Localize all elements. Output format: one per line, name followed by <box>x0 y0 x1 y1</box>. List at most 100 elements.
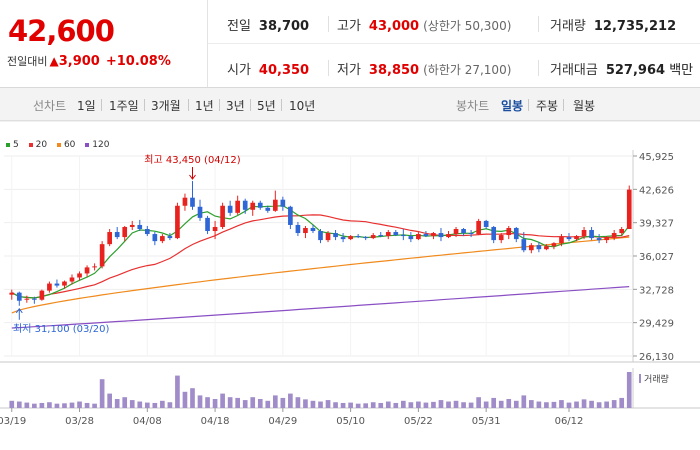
volume-bar <box>566 402 572 408</box>
x-tick-label: 04/18 <box>201 416 230 427</box>
x-tick-label: 04/29 <box>268 416 297 427</box>
volume-bar <box>408 402 414 408</box>
volume-bar <box>250 397 256 408</box>
legend-ma60[interactable]: 60 <box>56 140 75 150</box>
ma5-line <box>11 204 630 299</box>
volume-bar <box>453 400 459 408</box>
candle-body <box>122 226 128 238</box>
volume-bar <box>280 397 286 408</box>
volume-bar <box>589 400 594 408</box>
candle-body <box>333 233 338 238</box>
x-tick-label: 05/31 <box>472 416 501 427</box>
tab-monthly[interactable]: 월봉 <box>573 99 596 113</box>
legend-ma5[interactable]: 5 <box>6 140 19 150</box>
candle-body <box>566 237 572 240</box>
x-tick-label: 03/28 <box>65 416 94 427</box>
candle-body <box>604 237 609 241</box>
price-change: 전일대비 ▲3,900 +10.08% <box>7 53 171 69</box>
volume-bar <box>265 400 271 408</box>
candle-body <box>197 206 203 218</box>
volume-bar <box>257 399 263 408</box>
volume-bar <box>235 397 241 408</box>
volume-bar <box>619 397 625 408</box>
tab-daily[interactable]: 일봉 <box>501 99 524 113</box>
candle-body <box>272 199 278 211</box>
x-tick-label: 05/22 <box>404 416 433 427</box>
candle-body <box>16 292 22 301</box>
legend-ma20[interactable]: 20 <box>28 140 47 150</box>
candle-body <box>476 220 481 235</box>
tab-period-3y[interactable]: 3년 <box>226 99 245 113</box>
tab-period-3m[interactable]: 3개월 <box>151 99 181 113</box>
volume-bar <box>54 403 60 408</box>
volume-bar <box>62 403 67 408</box>
tab-weekly[interactable]: 주봉 <box>536 99 559 113</box>
candle-body <box>446 234 451 238</box>
candle-body <box>544 246 549 250</box>
candle-body <box>468 233 474 235</box>
volume-bar <box>559 400 564 408</box>
volume-bar <box>190 388 195 408</box>
low-arrow-head-icon <box>15 307 23 314</box>
candle-body <box>250 202 256 210</box>
volume-bar <box>385 401 391 408</box>
volume-bar <box>416 401 421 408</box>
volume-bar <box>32 403 37 408</box>
stat-prev-close: 전일 38,700 <box>227 19 310 34</box>
tab-period-1d[interactable]: 1일 <box>77 99 96 113</box>
chart-tabs: 선차트 1일 1주일 3개월 1년 3년 5년 10년 봉차트 일봉 주봉 월봉 <box>0 88 700 121</box>
candle-body <box>355 236 361 238</box>
y-tick-label: 45,925 <box>639 152 674 163</box>
current-price: 42,600 <box>8 14 115 48</box>
volume-bar <box>378 402 384 408</box>
price-box: 42,600 전일대비 ▲3,900 +10.08% <box>0 0 208 87</box>
candle-body <box>265 207 271 211</box>
candle-body <box>62 281 67 286</box>
legend-ma120[interactable]: 120 <box>85 140 109 150</box>
volume-bar <box>363 403 369 408</box>
volume-bar <box>160 400 165 408</box>
stat-high: 고가 43,000 (상한가 50,300) <box>337 19 512 34</box>
high-arrow-head-icon <box>189 174 196 180</box>
candle-body <box>129 224 135 227</box>
volume-bar <box>9 400 15 408</box>
volume-bar <box>242 400 248 408</box>
candle-body <box>393 232 399 236</box>
x-tick-label: 05/10 <box>336 416 365 427</box>
y-tick-label: 26,130 <box>639 352 674 363</box>
volume-legend-label: 거래량 <box>644 373 669 385</box>
candle-body <box>280 199 286 207</box>
x-tick-label: 03/19 <box>0 416 26 427</box>
tab-period-10y[interactable]: 10년 <box>289 99 316 113</box>
candle-body <box>32 298 37 300</box>
candle-body <box>54 283 60 286</box>
volume-bar <box>596 402 602 408</box>
stat-low: 저가 38,850 (하한가 27,100) <box>337 63 512 78</box>
candle-body <box>310 227 316 232</box>
tab-candle-chart[interactable]: 봉차트 <box>456 99 490 113</box>
volume-bar <box>99 379 105 408</box>
volume-bar <box>581 399 587 408</box>
y-tick-label: 39,327 <box>639 219 674 230</box>
volume-bar <box>355 403 361 408</box>
volume-bar <box>69 402 75 408</box>
tab-period-1w[interactable]: 1주일 <box>109 99 139 113</box>
candle-body <box>498 235 504 241</box>
tab-period-1y[interactable]: 1년 <box>195 99 214 113</box>
volume-bar <box>483 401 489 408</box>
tab-period-5y[interactable]: 5년 <box>257 99 276 113</box>
candle-body <box>9 292 15 295</box>
candle-body <box>24 298 30 300</box>
y-tick-label: 42,626 <box>639 185 674 196</box>
candle-body <box>513 227 519 240</box>
ma120-line <box>11 286 630 329</box>
candle-body <box>431 233 436 237</box>
volume-bar <box>197 395 203 408</box>
volume-bar <box>513 400 519 408</box>
candle-body <box>551 243 557 247</box>
volume-bar <box>604 401 609 408</box>
candle-body <box>167 236 173 239</box>
candle-body <box>626 189 632 229</box>
candle-body <box>581 230 587 237</box>
tab-line-chart[interactable]: 선차트 <box>33 99 67 113</box>
